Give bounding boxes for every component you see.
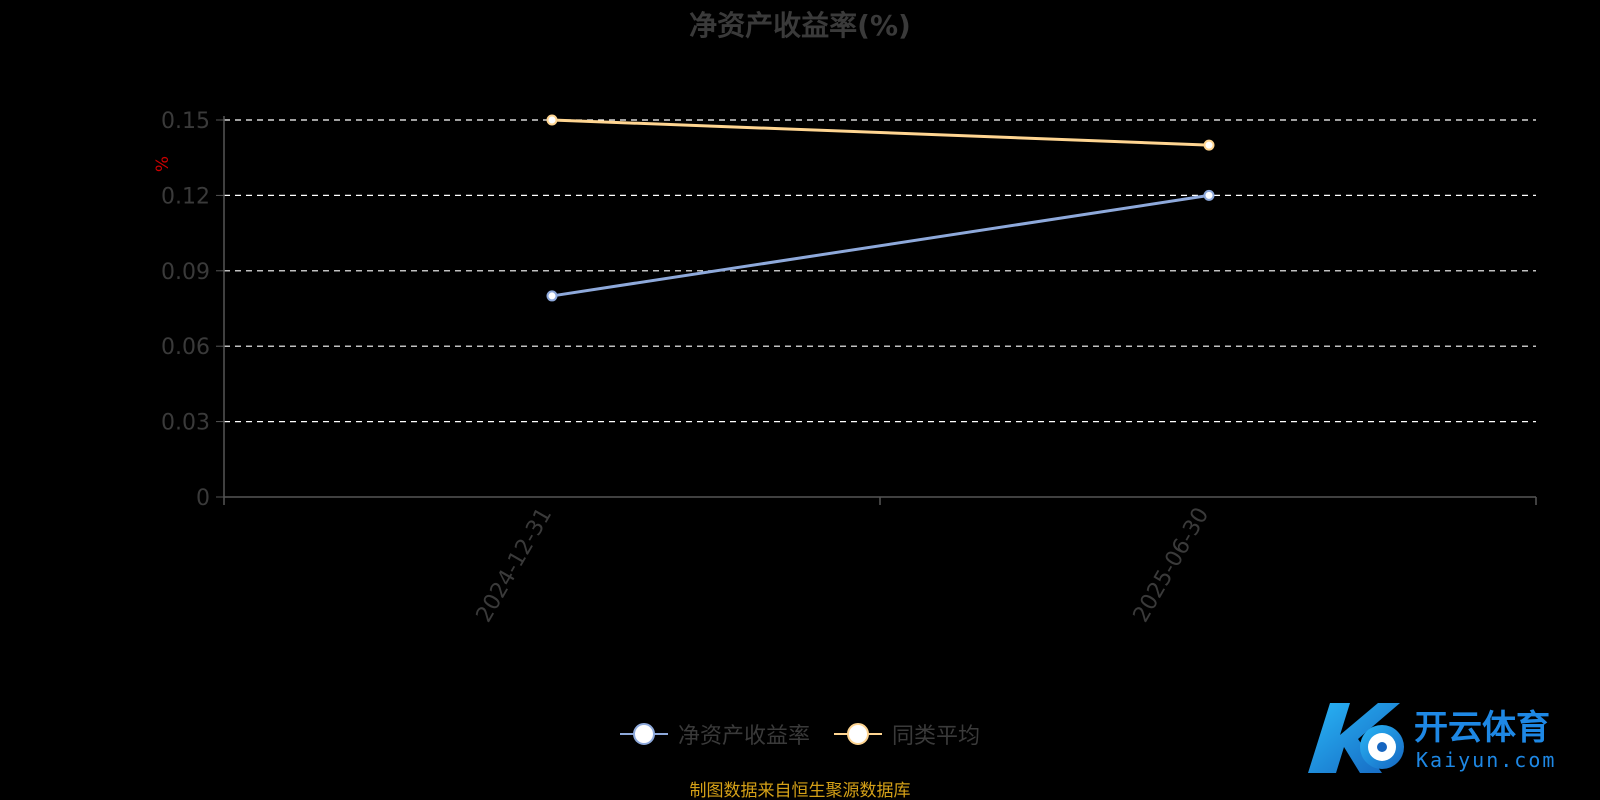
watermark-brand-cn: 开云体育 xyxy=(1414,708,1550,748)
data-point xyxy=(546,290,558,302)
legend-item-roe[interactable]: 净资产收益率 xyxy=(619,718,810,750)
legend-swatch-roe-icon xyxy=(619,722,668,746)
data-point xyxy=(1203,189,1215,201)
y-tick-label: 0.06 xyxy=(161,335,210,360)
data-point xyxy=(1203,139,1215,151)
y-tick-label: 0.12 xyxy=(161,184,210,209)
y-tick-label: 0.09 xyxy=(161,260,210,285)
y-axis-unit-label: % xyxy=(153,156,173,172)
source-footnote: 制图数据来自恒生聚源数据库 xyxy=(689,781,911,800)
chart-title: 净资产收益率(%) xyxy=(689,9,911,42)
kaiyun-watermark-logo: 开云体育 Kaiyun.com xyxy=(1308,703,1556,773)
legend-label-avg: 同类平均 xyxy=(892,724,981,749)
legend-item-avg[interactable]: 同类平均 xyxy=(834,718,980,750)
legend-swatch-avg-icon xyxy=(834,722,882,746)
x-tick-label: 2025-06-30 xyxy=(1129,504,1215,627)
x-tick-label: 2024-12-31 xyxy=(472,504,558,627)
data-point xyxy=(546,114,558,126)
y-tick-label: 0.03 xyxy=(161,411,210,436)
legend-label-roe: 净资产收益率 xyxy=(677,724,810,749)
series-line-avg xyxy=(551,118,1210,147)
watermark-brand-en: Kaiyun.com xyxy=(1416,748,1556,772)
y-tick-label: 0.15 xyxy=(161,109,210,134)
legend: 净资产收益率 同类平均 xyxy=(0,718,1600,750)
y-tick-label: 0 xyxy=(196,486,210,511)
series-line-roe xyxy=(551,193,1210,298)
